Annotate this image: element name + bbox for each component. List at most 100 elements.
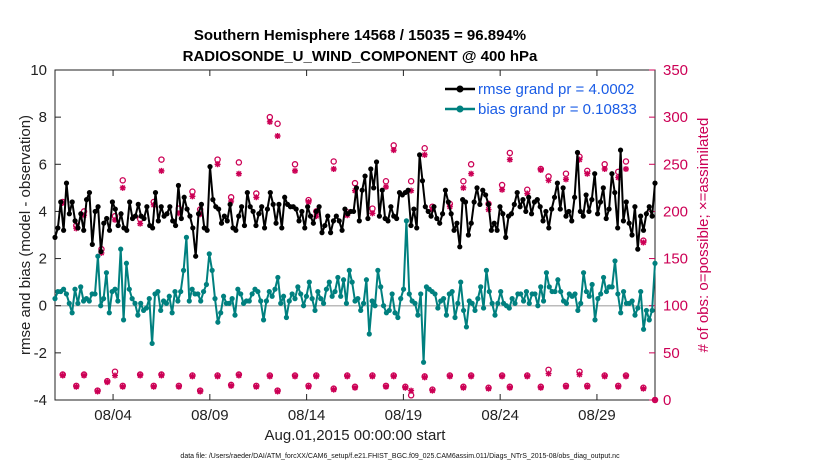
rmse-point bbox=[649, 213, 655, 219]
rmse-point bbox=[124, 227, 130, 233]
rmse-point bbox=[307, 213, 314, 219]
obs-assimilated-point bbox=[562, 176, 569, 183]
obs-possible-point bbox=[330, 158, 337, 165]
bias-point bbox=[498, 288, 504, 295]
rmse-point bbox=[210, 197, 216, 203]
bias-point bbox=[72, 286, 78, 292]
bias-point bbox=[612, 258, 618, 264]
bias-point bbox=[286, 298, 292, 304]
bias-point bbox=[200, 288, 207, 295]
obs-assimilated-point bbox=[352, 384, 358, 391]
bias-point bbox=[483, 267, 490, 273]
bias-point bbox=[609, 284, 615, 290]
rmse-point bbox=[546, 225, 552, 231]
obs-assimilated-point bbox=[408, 387, 415, 394]
bias-point bbox=[635, 305, 641, 311]
bias-point bbox=[283, 314, 290, 321]
bias-point bbox=[255, 288, 261, 295]
rmse-point bbox=[632, 204, 638, 210]
obs-assimilated-point bbox=[390, 147, 397, 154]
obs-assimilated-point bbox=[175, 210, 182, 217]
rmse-point bbox=[302, 225, 308, 231]
rmse-point bbox=[643, 211, 649, 217]
bias-point bbox=[92, 291, 98, 297]
obs-assimilated-point bbox=[506, 384, 513, 391]
obs-assimilated-point bbox=[402, 384, 409, 391]
rmse-point bbox=[594, 211, 601, 217]
bias-point bbox=[369, 298, 375, 304]
bias-point bbox=[558, 288, 564, 295]
obs-assimilated-point bbox=[652, 397, 658, 403]
y-right-tick-label: 200 bbox=[663, 203, 688, 220]
rmse-point bbox=[626, 220, 632, 226]
rmse-point bbox=[239, 204, 245, 210]
bias-point bbox=[280, 293, 287, 299]
bias-point bbox=[312, 307, 318, 314]
bias-point bbox=[475, 296, 481, 302]
bias-point bbox=[343, 300, 350, 306]
bias-point bbox=[375, 267, 381, 273]
bias-point bbox=[463, 324, 470, 330]
rmse-point bbox=[368, 166, 374, 172]
bias-point bbox=[555, 277, 561, 283]
bias-point bbox=[346, 267, 352, 273]
obs-assimilated-point bbox=[94, 388, 101, 395]
rmse-point bbox=[350, 208, 357, 215]
bias-point bbox=[435, 305, 441, 311]
rmse-point bbox=[322, 222, 328, 229]
bias-point bbox=[432, 291, 438, 297]
rmse-point bbox=[115, 222, 121, 229]
x-tick-label: 08/29 bbox=[578, 407, 616, 424]
obs-possible-point bbox=[274, 120, 281, 127]
obs-assimilated-point bbox=[274, 388, 281, 395]
bias-point bbox=[392, 310, 398, 316]
obs-assimilated-point bbox=[524, 190, 531, 197]
rmse-point bbox=[457, 244, 463, 250]
bias-point bbox=[386, 307, 392, 314]
bias-point bbox=[443, 312, 450, 318]
bias-point bbox=[75, 300, 81, 306]
rmse-point bbox=[167, 204, 173, 210]
bias-point bbox=[172, 288, 178, 295]
rmse-point bbox=[330, 218, 337, 224]
bias-point bbox=[512, 300, 518, 306]
rmse-point bbox=[224, 218, 230, 224]
bias-point bbox=[412, 300, 418, 306]
bias-point bbox=[460, 307, 467, 314]
rmse-point bbox=[299, 208, 305, 215]
bias-point bbox=[652, 260, 658, 266]
rmse-point bbox=[164, 211, 170, 217]
rmse-point bbox=[603, 215, 609, 222]
obs-assimilated-point bbox=[313, 213, 320, 220]
rmse-point bbox=[500, 211, 506, 217]
bias-point bbox=[532, 291, 538, 297]
bias-point bbox=[469, 300, 475, 306]
bias-point bbox=[178, 288, 184, 295]
rmse-point bbox=[465, 232, 471, 238]
rmse-point bbox=[640, 227, 647, 233]
rmse-point bbox=[534, 197, 540, 203]
obs-assimilated-point bbox=[499, 373, 506, 380]
bias-point bbox=[492, 312, 498, 318]
bias-point bbox=[543, 270, 550, 276]
bias-point bbox=[195, 291, 201, 297]
rmse-point bbox=[483, 192, 489, 198]
rmse-point bbox=[247, 204, 253, 210]
rmse-point bbox=[342, 206, 348, 212]
bias-point bbox=[220, 293, 227, 299]
bias-point bbox=[546, 284, 552, 290]
y-tick-label: 2 bbox=[39, 251, 47, 268]
rmse-point bbox=[488, 227, 494, 233]
obs-possible-point bbox=[460, 178, 467, 185]
rmse-point bbox=[264, 206, 271, 212]
obs-assimilated-point bbox=[214, 161, 221, 168]
rmse-point bbox=[437, 220, 443, 226]
obs-assimilated-point bbox=[576, 371, 583, 378]
bias-point bbox=[538, 284, 544, 290]
y-tick-label: 6 bbox=[39, 156, 47, 173]
rmse-point bbox=[175, 182, 182, 189]
obs-count-markers bbox=[59, 113, 659, 404]
bias-point bbox=[572, 291, 578, 297]
obs-assimilated-point bbox=[382, 183, 389, 190]
